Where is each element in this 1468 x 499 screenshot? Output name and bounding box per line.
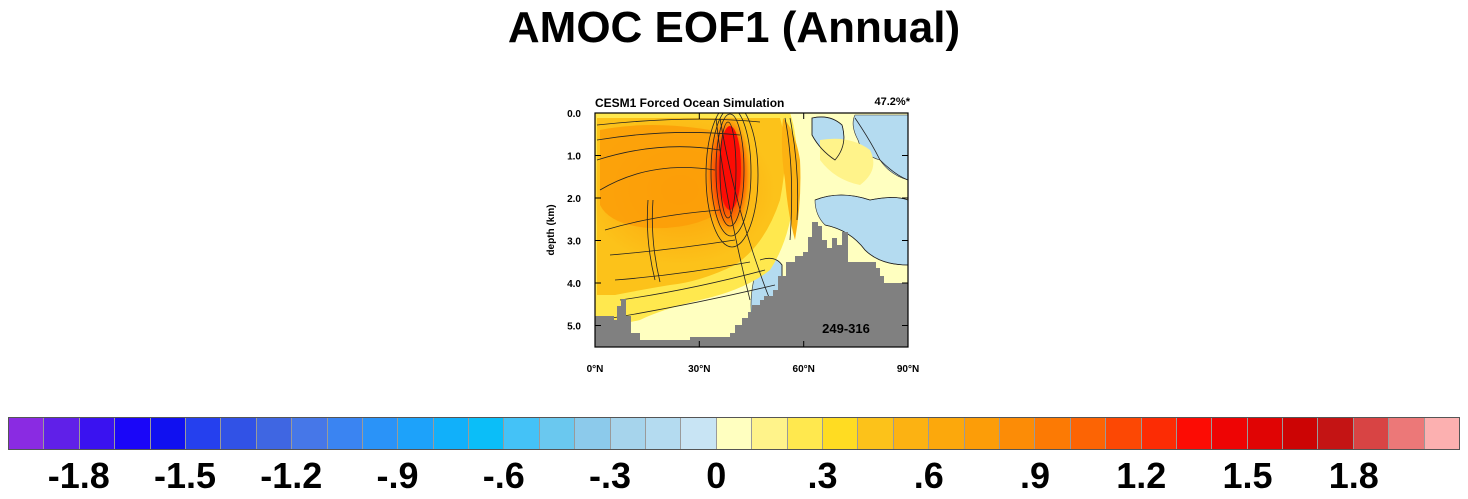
colorbar-box [150, 418, 186, 449]
y-axis-label: depth (km) [546, 204, 557, 255]
colorbar-tick-label: -1.8 [47, 455, 110, 496]
land-mask [595, 222, 908, 347]
colorbar-box [1353, 418, 1390, 449]
years-label: 249-316 [822, 321, 870, 336]
colorbar-box [79, 418, 116, 449]
contour-plot: 249-316 0.0 1.0 2.0 3.0 4.0 5.0 depth (k… [546, 109, 919, 375]
colorbar-tick-label: 1.2 [1116, 455, 1167, 496]
explained-variance: 47.2%* [874, 96, 910, 108]
x-tick-label: 90°N [897, 364, 919, 375]
contour-lines [596, 113, 908, 320]
colorbar-box [539, 418, 576, 449]
colorbar-tick-label: 1.8 [1328, 455, 1379, 496]
figure-title: AMOC EOF1 (Annual) [507, 3, 961, 52]
colorbar-box [1212, 418, 1248, 449]
colorbar [8, 417, 1460, 450]
colorbar-box [256, 418, 293, 449]
colorbar-tick-label: -.9 [376, 455, 419, 496]
colorbar-box [893, 418, 930, 449]
colorbar-box [787, 418, 823, 449]
y-tick-label: 2.0 [567, 194, 581, 205]
colorbar-tick-label: .9 [1020, 455, 1051, 496]
colorbar-tick-label: .3 [807, 455, 838, 496]
y-tick-label: 3.0 [567, 237, 581, 248]
colorbar-box [1141, 418, 1177, 449]
colorbar-box [327, 418, 363, 449]
colorbar-box [185, 418, 222, 449]
colorbar-box [1424, 418, 1460, 449]
plot-frame [594, 112, 909, 348]
y-tick-label: 5.0 [567, 322, 581, 333]
colorbar-box [504, 418, 540, 449]
colorbar-box [1106, 418, 1142, 449]
colorbar-box [681, 418, 717, 449]
colorbar-tick-label: -.6 [482, 455, 525, 496]
colorbar-box [1070, 418, 1107, 449]
y-axis [595, 112, 908, 326]
negative-regions [599, 114, 908, 321]
colorbar-box [822, 418, 859, 449]
colorbar-box [929, 418, 965, 449]
colorbar-box [716, 418, 753, 449]
colorbar-box [115, 418, 151, 449]
y-tick-label: 0.0 [567, 109, 581, 120]
colorbar-box [221, 418, 257, 449]
colorbar-box [1176, 418, 1213, 449]
colorbar-box [999, 418, 1036, 449]
colorbar-box [1247, 418, 1284, 449]
colorbar-box [1389, 418, 1425, 449]
colorbar-box [433, 418, 470, 449]
colorbar-box [362, 418, 399, 449]
colorbar-box [9, 418, 45, 449]
y-tick-label: 1.0 [567, 152, 581, 163]
x-tick-label: 0°N [587, 364, 604, 375]
x-tick-label: 60°N [793, 364, 815, 375]
panel-title: CESM1 Forced Ocean Simulation [595, 96, 785, 110]
colorbar-tick-label: -1.5 [154, 455, 217, 496]
colorbar-box [575, 418, 611, 449]
colorbar-box [964, 418, 1000, 449]
colorbar-labels: -1.8 -1.5 -1.2 -.9 -.6 -.3 0 .3 .6 .9 1.2 1.5 1.8 [0, 450, 1468, 496]
colorbar-box [469, 418, 505, 449]
colorbar-box [610, 418, 647, 449]
x-axis [594, 113, 909, 347]
y-tick-label: 4.0 [567, 279, 581, 290]
colorbar-tick-label: -.3 [589, 455, 632, 496]
colorbar-box [1318, 418, 1354, 449]
colorbar-box [858, 418, 894, 449]
colorbar-box [646, 418, 682, 449]
colorbar-tick-label: .6 [913, 455, 944, 496]
colorbar-box [1035, 418, 1071, 449]
colorbar-box [44, 418, 80, 449]
positive-field [595, 113, 874, 324]
colorbar-tick-label: 0 [706, 455, 727, 496]
colorbar-box [292, 418, 328, 449]
colorbar-box [398, 418, 434, 449]
colorbar-tick-label: 1.5 [1222, 455, 1273, 496]
colorbar-box [752, 418, 788, 449]
colorbar-tick-label: -1.2 [260, 455, 323, 496]
x-tick-label: 30°N [688, 364, 710, 375]
colorbar-box [1283, 418, 1319, 449]
